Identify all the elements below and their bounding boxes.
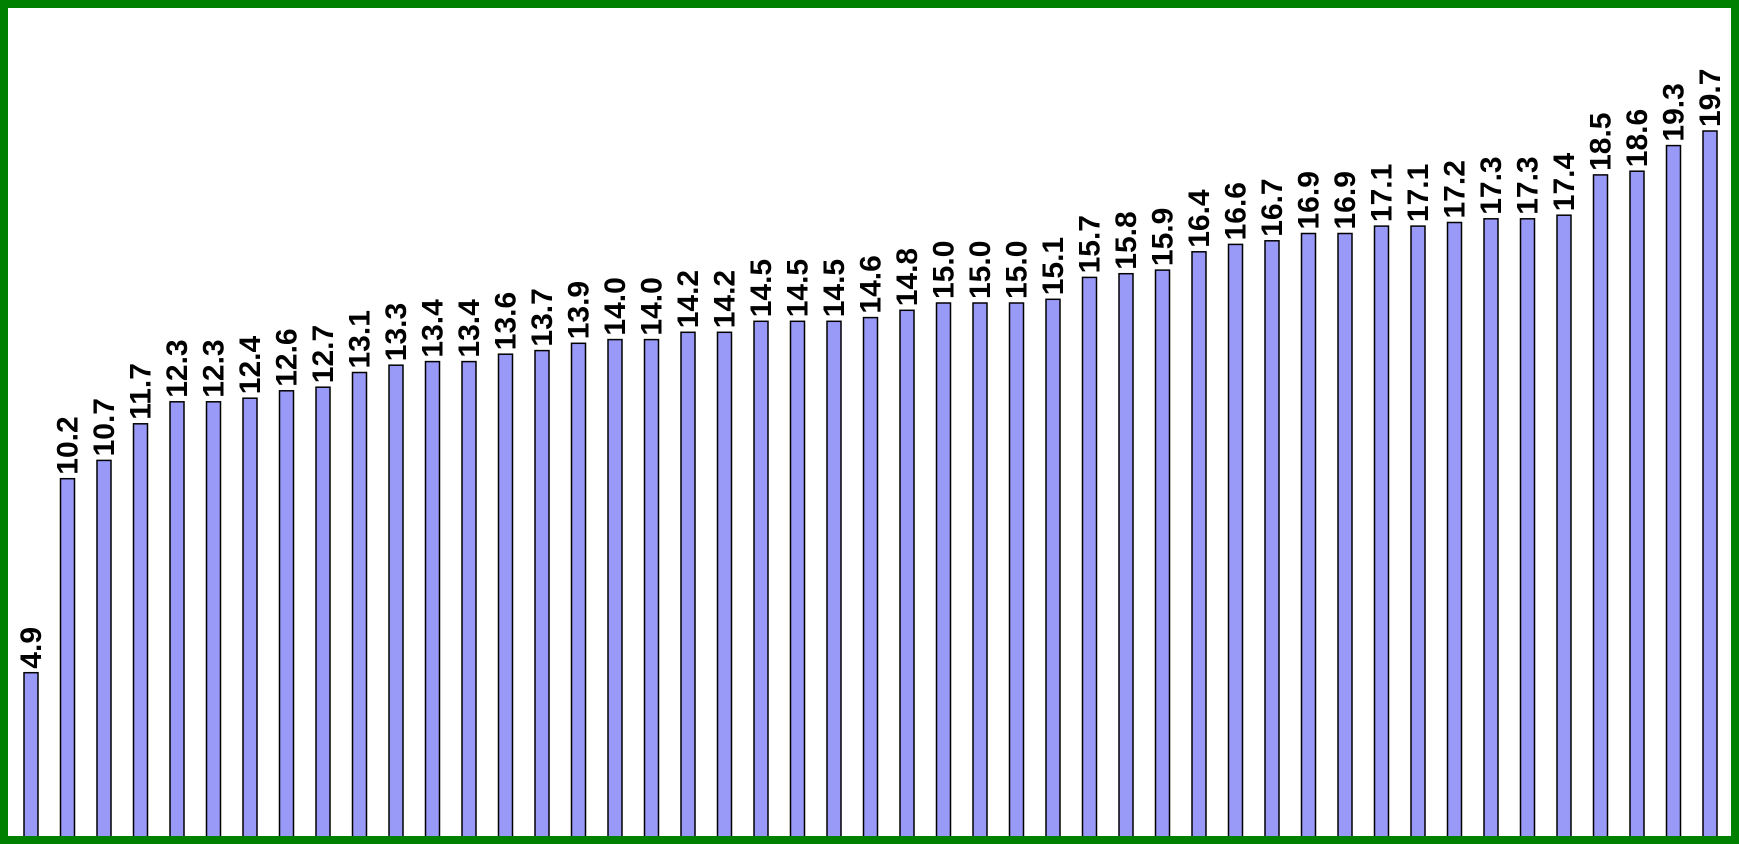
bar-value-label: 14.0 <box>599 277 632 335</box>
bar <box>205 401 222 836</box>
bar-value-label: 12.6 <box>271 328 304 386</box>
bar <box>278 390 295 836</box>
bar <box>1519 218 1536 836</box>
bar <box>1446 221 1463 836</box>
bar <box>753 320 769 836</box>
bar-value-label: 15.0 <box>1001 241 1034 299</box>
bar-value-label: 4.9 <box>15 627 48 669</box>
bar <box>935 302 952 836</box>
bar <box>23 671 39 836</box>
bar <box>1665 144 1682 836</box>
bar-value-label: 14.6 <box>855 255 888 313</box>
bar-value-label: 18.5 <box>1585 113 1618 171</box>
bar-value-label: 10.7 <box>88 398 121 456</box>
bar <box>1410 225 1426 836</box>
bar <box>680 331 696 836</box>
bar-value-label: 12.7 <box>307 325 340 383</box>
bar <box>424 360 441 836</box>
bar-value-label: 10.2 <box>52 416 85 474</box>
bar <box>1264 240 1280 836</box>
bar <box>534 349 550 836</box>
bar-value-label: 14.5 <box>745 259 778 317</box>
bar-value-label: 13.9 <box>563 281 596 339</box>
bar-value-label: 12.3 <box>198 339 231 397</box>
bar-value-label: 19.3 <box>1658 83 1691 141</box>
bar-value-label: 17.3 <box>1512 156 1545 214</box>
bar-value-label: 16.7 <box>1256 178 1289 236</box>
bar-value-label: 14.8 <box>891 248 924 306</box>
bar <box>643 338 660 836</box>
bar-value-label: 15.8 <box>1110 211 1143 269</box>
bar <box>461 360 477 836</box>
bar-value-label: 18.6 <box>1621 109 1654 167</box>
bar-value-label: 15.0 <box>928 241 961 299</box>
bar <box>862 316 879 836</box>
bar <box>570 342 587 836</box>
bar <box>96 459 112 836</box>
bar <box>716 331 733 836</box>
bar-value-label: 15.7 <box>1074 215 1107 273</box>
bar-value-label: 16.4 <box>1183 189 1216 248</box>
bar-value-label: 17.4 <box>1548 152 1581 211</box>
bar-value-label: 12.3 <box>161 339 194 397</box>
bar-value-label: 15.9 <box>1147 208 1180 266</box>
value-labels-layer: 4.910.2 10.711.7 12.3 12.3 12.4 12.6 12.7 13.1 1… <box>15 69 1727 669</box>
bar-value-label: 19.7 <box>1694 69 1727 127</box>
bar-value-label: 11.7 <box>125 363 158 420</box>
bar <box>1702 130 1718 836</box>
bar-value-label: 14.2 <box>709 270 742 328</box>
bar <box>1045 298 1061 836</box>
bar <box>1008 302 1025 836</box>
bar <box>1337 232 1353 836</box>
bar-value-label: 14.0 <box>636 277 669 335</box>
bar-value-label: 14.2 <box>672 270 705 328</box>
bar-value-label: 13.3 <box>380 303 413 361</box>
bar <box>1227 243 1244 836</box>
bar <box>351 371 368 836</box>
bar-value-label: 16.9 <box>1329 171 1362 229</box>
bar <box>1629 170 1645 836</box>
bar <box>497 353 514 836</box>
bar-value-label: 13.4 <box>417 299 450 358</box>
bar-value-label: 16.9 <box>1293 171 1326 229</box>
bar <box>132 423 149 836</box>
bar <box>1556 214 1572 836</box>
bar-value-label: 13.4 <box>453 299 486 358</box>
bar <box>1300 232 1317 836</box>
bar <box>1081 276 1098 836</box>
bar <box>1118 272 1134 836</box>
bar <box>972 302 988 836</box>
bar-value-label: 17.2 <box>1439 160 1472 218</box>
bar-value-label: 13.7 <box>526 288 559 346</box>
bar-value-label: 12.4 <box>234 335 267 394</box>
bar <box>607 338 623 836</box>
bar-value-label: 13.6 <box>490 292 523 350</box>
bar <box>242 397 258 836</box>
bars-layer <box>23 130 1718 836</box>
bar <box>1373 225 1390 836</box>
bar <box>1483 218 1499 836</box>
bar-value-label: 13.1 <box>344 310 377 368</box>
bar-value-label: 15.1 <box>1037 237 1070 295</box>
bar <box>789 320 806 836</box>
bar <box>1154 269 1171 836</box>
bar <box>1191 251 1207 836</box>
bar-value-label: 17.1 <box>1402 164 1435 222</box>
bar-value-label: 15.0 <box>964 241 997 299</box>
bar <box>1592 174 1609 836</box>
bar-value-label: 17.3 <box>1475 156 1508 214</box>
bar <box>388 364 404 836</box>
bar <box>169 401 185 836</box>
bar-value-label: 17.1 <box>1366 164 1399 222</box>
bar-chart: 4.910.2 10.711.7 12.3 12.3 12.4 12.6 12.7 13.1 1… <box>15 69 1727 836</box>
bar <box>826 320 842 836</box>
bar <box>899 309 915 836</box>
bar-value-label: 14.5 <box>818 259 851 317</box>
bar-value-label: 16.6 <box>1220 182 1253 240</box>
bar <box>59 477 76 836</box>
bar <box>315 386 331 836</box>
bar-value-label: 14.5 <box>782 259 815 317</box>
